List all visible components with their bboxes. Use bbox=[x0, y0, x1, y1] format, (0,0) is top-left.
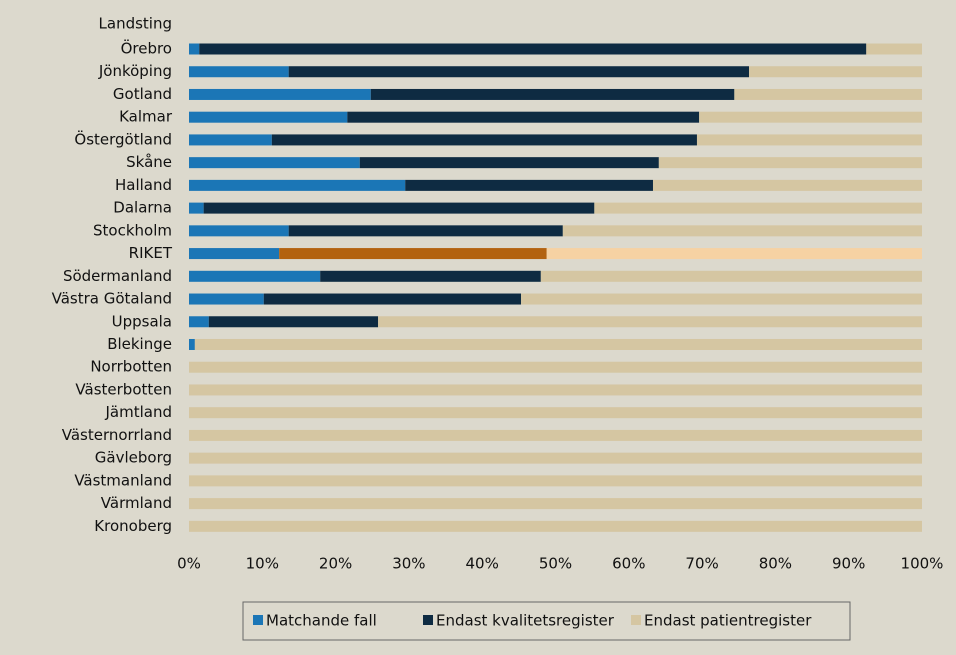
bar-segment bbox=[194, 338, 922, 350]
bar-segment bbox=[189, 316, 209, 328]
bar-segment bbox=[189, 134, 272, 146]
y-tick-label: Södermanland bbox=[63, 267, 172, 285]
y-tick-label: Stockholm bbox=[93, 221, 172, 239]
bar-segment bbox=[271, 134, 697, 146]
bar-segment bbox=[189, 407, 922, 419]
bar-segment bbox=[189, 498, 922, 510]
y-axis-label: Landsting bbox=[99, 15, 172, 33]
bar-segment bbox=[405, 179, 653, 191]
bar-segment bbox=[359, 157, 659, 169]
y-tick-label: Gävleborg bbox=[95, 449, 172, 467]
bar-segment bbox=[189, 361, 922, 373]
bar-segment bbox=[652, 179, 922, 191]
bar-segment bbox=[189, 157, 360, 169]
bar-segment bbox=[189, 520, 922, 532]
bar-segment bbox=[546, 248, 922, 260]
y-tick-label: Värmland bbox=[101, 494, 172, 512]
bar-segment bbox=[347, 111, 700, 123]
y-tick-label: Blekinge bbox=[107, 335, 172, 353]
bar-segment bbox=[594, 202, 922, 214]
y-tick-label: Kronoberg bbox=[94, 517, 172, 535]
bar-segment bbox=[699, 111, 922, 123]
bar-segment bbox=[288, 66, 750, 78]
bar-segment bbox=[288, 225, 563, 237]
legend-label: Endast kvalitetsregister bbox=[436, 612, 615, 630]
bar-segment bbox=[189, 179, 406, 191]
y-tick-label: Halland bbox=[115, 176, 172, 194]
legend-swatch bbox=[423, 615, 433, 625]
x-tick-label: 10% bbox=[246, 555, 279, 573]
x-tick-label: 30% bbox=[392, 555, 425, 573]
bar-segment bbox=[208, 316, 379, 328]
bar-segment bbox=[189, 111, 348, 123]
bar-segment bbox=[320, 270, 541, 282]
legend-box bbox=[242, 601, 851, 641]
y-tick-label: Västmanland bbox=[74, 471, 172, 489]
bar-segment bbox=[749, 66, 922, 78]
y-tick-label: Uppsala bbox=[112, 312, 172, 330]
bar-segment bbox=[189, 43, 200, 55]
bar-segment bbox=[199, 43, 867, 55]
bar-segment bbox=[734, 88, 922, 100]
bar-segment bbox=[562, 225, 922, 237]
y-tick-label: Norrbotten bbox=[90, 358, 172, 376]
y-tick-label: Jämtland bbox=[105, 403, 173, 421]
x-tick-label: 90% bbox=[832, 555, 865, 573]
bar-segment bbox=[189, 384, 922, 396]
x-tick-label: 80% bbox=[759, 555, 792, 573]
y-tick-label: Västerbotten bbox=[75, 380, 172, 398]
x-tick-label: 50% bbox=[539, 555, 572, 573]
x-tick-label: 70% bbox=[685, 555, 718, 573]
y-tick-label: Västra Götaland bbox=[52, 290, 172, 308]
bar-segment bbox=[189, 293, 264, 305]
bar-segment bbox=[203, 202, 595, 214]
bar-segment bbox=[189, 475, 922, 487]
y-tick-label: Gotland bbox=[113, 85, 172, 103]
bar-segment bbox=[189, 429, 922, 441]
bar-segment bbox=[189, 88, 371, 100]
bar-segment bbox=[189, 338, 195, 350]
bar-segment bbox=[540, 270, 922, 282]
bar-segment bbox=[696, 134, 922, 146]
legend-swatch bbox=[253, 615, 263, 625]
bar-segment bbox=[521, 293, 922, 305]
bar-segment bbox=[263, 293, 522, 305]
y-tick-label: RIKET bbox=[129, 244, 173, 262]
x-tick-label: 20% bbox=[319, 555, 352, 573]
bar-segment bbox=[189, 225, 289, 237]
bar-segment bbox=[279, 248, 547, 260]
bar-segment bbox=[658, 157, 922, 169]
y-tick-label: Kalmar bbox=[119, 108, 173, 126]
legend-swatch bbox=[631, 615, 641, 625]
bar-segment bbox=[189, 248, 280, 260]
bar-segment bbox=[189, 202, 204, 214]
bar-segment bbox=[370, 88, 735, 100]
x-tick-label: 60% bbox=[612, 555, 645, 573]
y-tick-label: Västernorrland bbox=[62, 426, 172, 444]
x-tick-label: 40% bbox=[466, 555, 499, 573]
legend-label: Endast patientregister bbox=[644, 612, 812, 630]
bar-segment bbox=[866, 43, 922, 55]
bar-segment bbox=[189, 270, 321, 282]
y-tick-label: Örebro bbox=[121, 39, 172, 58]
y-tick-label: Östergötland bbox=[74, 129, 172, 148]
x-tick-label: 0% bbox=[177, 555, 201, 573]
bar-segment bbox=[189, 452, 922, 464]
y-tick-label: Dalarna bbox=[113, 199, 172, 217]
bar-segment bbox=[378, 316, 922, 328]
y-tick-label: Skåne bbox=[126, 153, 172, 171]
x-tick-label: 100% bbox=[901, 555, 944, 573]
y-tick-label: Jönköping bbox=[98, 62, 172, 80]
bar-segment bbox=[189, 66, 289, 78]
legend-label: Matchande fall bbox=[266, 612, 377, 630]
